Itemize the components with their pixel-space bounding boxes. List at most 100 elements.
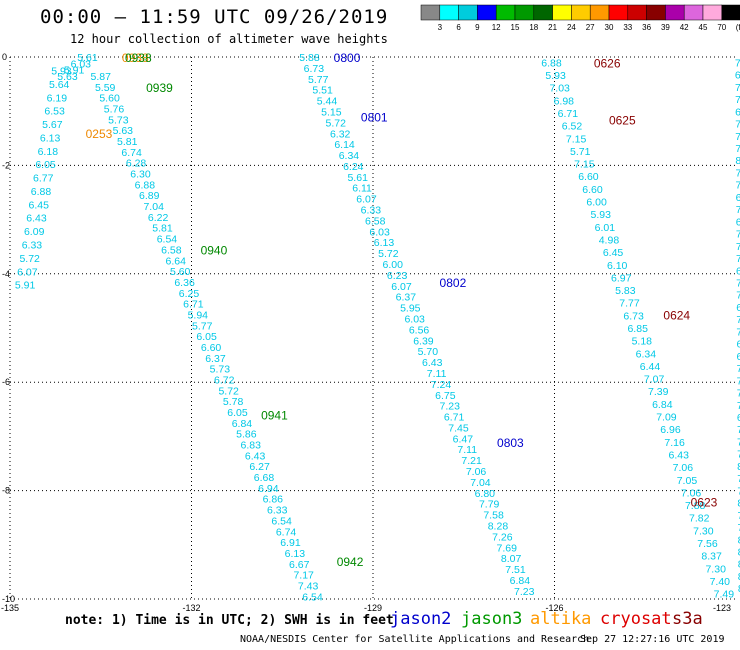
swh-value-1-0: 5.93 bbox=[51, 66, 72, 78]
credit-line: NOAA/NESDIS Center for Satellite Applica… bbox=[240, 634, 590, 645]
swh-value-5-13: 6.44 bbox=[736, 216, 740, 228]
swh-value-3-19: 6.00 bbox=[383, 259, 404, 271]
swh-value-2-38: 6.94 bbox=[258, 483, 279, 495]
colorbar-label-8: 27 bbox=[586, 23, 595, 32]
swh-value-2-48: 6.54 bbox=[302, 591, 323, 603]
swh-value-3-7: 6.32 bbox=[330, 128, 351, 140]
swh-value-5-40: 8.78 bbox=[738, 546, 740, 558]
colorbar-label-2: 9 bbox=[475, 23, 480, 32]
footer-note: note: 1) Time is in UTC; 2) SWH is in fe… bbox=[65, 613, 394, 628]
swh-value-4-40: 7.30 bbox=[705, 563, 726, 575]
swh-value-3-32: 7.23 bbox=[440, 401, 461, 413]
swh-value-1-3: 6.53 bbox=[44, 106, 65, 118]
colorbar-swatch-14 bbox=[683, 4, 704, 21]
swh-value-5-15: 7.08 bbox=[736, 241, 740, 253]
y-tick-label-0: 0 bbox=[2, 52, 7, 62]
swh-value-3-40: 6.80 bbox=[475, 488, 496, 500]
swh-value-4-23: 6.34 bbox=[636, 348, 657, 360]
swh-value-1-7: 6.05 bbox=[35, 159, 56, 171]
swh-value-4-38: 7.56 bbox=[697, 538, 718, 550]
swh-value-4-15: 6.45 bbox=[603, 247, 624, 259]
swh-value-4-10: 6.60 bbox=[582, 184, 603, 196]
swh-value-4-17: 6.97 bbox=[611, 272, 632, 284]
swh-value-3-17: 6.13 bbox=[374, 237, 395, 249]
legend-cryosat: cryosat bbox=[600, 609, 672, 629]
swh-value-2-19: 6.36 bbox=[174, 277, 195, 289]
swh-value-3-4: 5.44 bbox=[317, 96, 338, 108]
swh-value-5-25: 7.19 bbox=[737, 363, 740, 375]
swh-value-2-22: 5.94 bbox=[188, 309, 209, 321]
time-label-1: 0938 bbox=[125, 51, 152, 65]
swh-value-5-41: 8.64 bbox=[738, 559, 740, 571]
swh-value-4-4: 6.71 bbox=[558, 108, 579, 120]
y-tick-label-5: -10 bbox=[2, 594, 15, 604]
y-tick-label-4: -8 bbox=[2, 486, 10, 496]
swh-value-2-28: 6.72 bbox=[214, 374, 235, 386]
y-tick-label-3: -6 bbox=[2, 377, 10, 387]
swh-value-2-14: 5.81 bbox=[152, 223, 173, 235]
swh-value-5-3: 7.51 bbox=[735, 94, 740, 106]
colorbar-swatch-15 bbox=[702, 4, 723, 21]
swh-value-4-7: 5.71 bbox=[570, 146, 591, 158]
swh-value-3-11: 5.61 bbox=[347, 172, 368, 184]
swh-value-2-36: 6.27 bbox=[249, 461, 270, 473]
swh-value-2-41: 6.54 bbox=[271, 515, 292, 527]
swh-value-3-30: 7.24 bbox=[431, 379, 452, 391]
swh-value-5-22: 7.82 bbox=[736, 326, 740, 338]
swh-value-5-6: 7.37 bbox=[735, 131, 740, 143]
swh-value-2-39: 6.86 bbox=[263, 494, 284, 506]
swh-value-2-25: 6.60 bbox=[201, 342, 222, 354]
swh-value-4-42: 7.49 bbox=[714, 589, 735, 601]
swh-value-5-23: 6.73 bbox=[736, 339, 740, 351]
swh-value-5-14: 7.18 bbox=[736, 229, 740, 241]
colorbar-swatch-10 bbox=[608, 4, 629, 21]
swh-value-1-2: 6.19 bbox=[47, 92, 68, 104]
swh-value-2-32: 6.84 bbox=[232, 418, 253, 430]
swh-value-3-2: 5.77 bbox=[308, 74, 329, 86]
swh-value-3-28: 6.43 bbox=[422, 357, 443, 369]
colorbar-label-5: 18 bbox=[529, 23, 538, 32]
swh-value-2-34: 6.83 bbox=[241, 440, 262, 452]
swh-value-1-9: 6.88 bbox=[31, 186, 52, 198]
swh-value-2-30: 5.78 bbox=[223, 396, 244, 408]
swh-value-3-20: 6.23 bbox=[387, 270, 408, 282]
swh-value-5-28: 7.61 bbox=[737, 400, 740, 412]
swh-value-5-19: 7.65 bbox=[736, 290, 740, 302]
swh-value-4-28: 7.09 bbox=[656, 412, 677, 424]
swh-value-2-33: 5.86 bbox=[236, 429, 257, 441]
swh-value-2-5: 5.63 bbox=[113, 125, 134, 137]
swh-value-1-14: 5.72 bbox=[19, 253, 40, 265]
time-label-4: 0940 bbox=[201, 243, 228, 257]
swh-value-5-17: 6.95 bbox=[736, 265, 740, 277]
swh-value-3-0: 5.88 bbox=[299, 52, 320, 64]
x-tick-label-4: -123 bbox=[713, 603, 731, 613]
swh-value-4-37: 7.30 bbox=[693, 525, 714, 537]
swh-value-4-3: 6.98 bbox=[554, 95, 575, 107]
swh-value-5-4: 6.23 bbox=[735, 106, 740, 118]
swh-value-3-43: 8.28 bbox=[488, 520, 509, 532]
swh-value-3-8: 6.14 bbox=[334, 139, 355, 151]
swh-value-5-8: 8.21 bbox=[735, 155, 740, 167]
swh-value-5-20: 6.99 bbox=[736, 302, 740, 314]
swh-value-4-25: 7.07 bbox=[644, 374, 665, 386]
swh-value-2-1: 5.59 bbox=[95, 82, 116, 94]
swh-value-4-0: 6.88 bbox=[541, 57, 562, 69]
swh-value-2-44: 6.13 bbox=[285, 548, 306, 560]
swh-value-4-5: 6.52 bbox=[562, 121, 583, 133]
colorbar-swatch-0 bbox=[420, 4, 441, 21]
swh-value-3-36: 7.11 bbox=[457, 444, 477, 456]
colorbar-label-4: 15 bbox=[511, 23, 520, 32]
swh-value-3-10: 6.24 bbox=[343, 161, 364, 173]
y-tick-label-1: -2 bbox=[2, 160, 10, 170]
colorbar-label-14: 45 bbox=[699, 23, 708, 32]
swh-value-2-24: 6.05 bbox=[196, 331, 217, 343]
swh-value-2-37: 6.68 bbox=[254, 472, 275, 484]
colorbar-label-6: 21 bbox=[548, 23, 557, 32]
swh-value-5-11: 6.91 bbox=[736, 192, 740, 204]
swh-value-4-19: 7.77 bbox=[619, 298, 640, 310]
colorbar-label-12: 39 bbox=[661, 23, 670, 32]
swh-value-5-36: 8.27 bbox=[737, 498, 740, 510]
swh-value-2-6: 5.81 bbox=[117, 136, 138, 148]
time-label-13: 0624 bbox=[663, 308, 690, 322]
swh-value-3-35: 6.47 bbox=[453, 433, 474, 445]
